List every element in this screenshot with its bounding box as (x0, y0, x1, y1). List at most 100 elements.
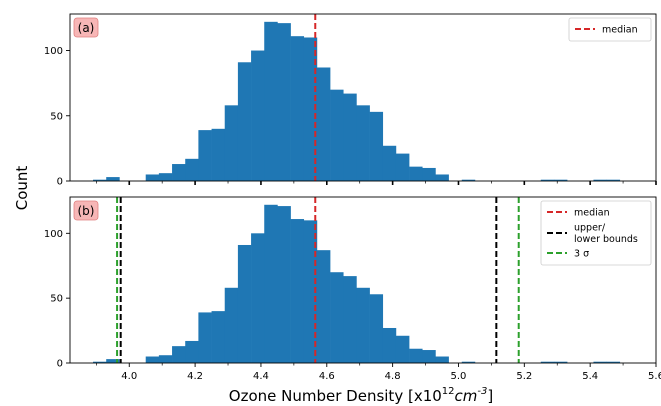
y-tick-label: 50 (50, 294, 63, 305)
histogram-bar (382, 145, 397, 181)
histogram-bar (145, 356, 160, 363)
histogram-bar (540, 179, 555, 181)
histogram-bar (145, 174, 160, 181)
histogram-bar (316, 250, 331, 363)
histogram-bar (158, 355, 173, 363)
x-axis-label-close: ] (487, 387, 493, 405)
histogram-bar (93, 361, 107, 363)
x-tick-label: 4.0 (121, 371, 137, 382)
histogram-bar (606, 179, 621, 181)
histogram-bar (158, 173, 173, 181)
panel-label-text: (a) (78, 21, 95, 35)
histogram-bar (185, 158, 199, 181)
histogram-bar (277, 206, 291, 363)
histogram-bar (237, 244, 252, 363)
panel-label-box (73, 17, 99, 38)
histogram-bar (211, 128, 226, 181)
histogram-bar (422, 167, 436, 181)
x-axis-label-text: Ozone Number Density [x10 (229, 387, 442, 405)
y-tick-label: 50 (50, 111, 63, 122)
histogram-bar (198, 312, 212, 363)
histogram-bar (356, 105, 370, 181)
histogram-bars (93, 204, 621, 363)
histogram-bar (237, 62, 252, 181)
y-axis-label: Count (13, 166, 31, 211)
histogram-bar (356, 287, 370, 363)
legend-box (568, 17, 652, 42)
x-tick-label: 4.4 (253, 371, 269, 382)
histogram-bar (553, 361, 568, 363)
panel-label: (b) (73, 200, 99, 221)
histogram-bar (461, 179, 476, 181)
histogram-bar (290, 36, 305, 181)
histogram-bar (264, 204, 278, 363)
histogram-bar (251, 50, 265, 181)
histogram-bar (106, 177, 120, 181)
histogram-bar (395, 153, 410, 181)
histogram-bar (224, 105, 239, 181)
panel-b: 0 50 100 4.0 4.2 4.4 4.6 4.8 5.0 5.2 5.4 5.6 (b) medi… (44, 196, 661, 382)
histogram-bar (106, 359, 120, 363)
x-tick-label: 5.0 (451, 371, 467, 382)
histogram-bar (172, 346, 186, 363)
histogram-bar (185, 340, 199, 363)
histogram-bar (395, 335, 410, 363)
panels: 0 50 100 (a) median 0 50 100 4.0 4.2 4.4 4.6 4.8 5.0 5… (44, 13, 661, 382)
histogram-bar (435, 356, 449, 363)
x-axis-label: Ozone Number Density [x1012cm-3] (229, 386, 493, 405)
histogram-bar (369, 111, 384, 181)
x-tick-label: 5.6 (648, 371, 661, 382)
legend-label: median (602, 25, 638, 36)
legend-label-line2: lower bounds (574, 234, 638, 245)
y-tick-label: 0 (57, 177, 63, 188)
histogram-bar (409, 348, 423, 363)
x-tick-label: 5.2 (516, 371, 532, 382)
axes-frame (69, 13, 657, 182)
histogram-bar (198, 130, 212, 181)
y-tick-label: 100 (44, 229, 63, 240)
x-tick-label: 4.6 (319, 371, 335, 382)
legend-label: upper/ (574, 223, 606, 234)
y-tick-label: 100 (44, 46, 63, 57)
histogram-bar (172, 164, 186, 181)
histogram-bar (343, 276, 357, 363)
histogram-bar (264, 21, 278, 181)
histogram-bar (251, 233, 265, 363)
histogram-bar (422, 350, 436, 363)
panel-label-text: (b) (78, 204, 95, 218)
y-tick-label: 0 (57, 359, 63, 370)
panel-label: (a) (73, 17, 99, 38)
axes-frame (69, 196, 657, 364)
histogram-bar (303, 220, 318, 363)
x-axis-label-exponent: 12 (442, 386, 455, 397)
histogram-bar (93, 179, 107, 181)
histogram-bar (606, 361, 621, 363)
histogram-bars (93, 21, 621, 181)
x-tick-label: 4.8 (385, 371, 401, 382)
histogram-bar (435, 174, 449, 181)
x-axis-label-unit: cm (455, 387, 478, 405)
histogram-bar (409, 166, 423, 181)
histogram-bar (461, 361, 476, 363)
histogram-bar (303, 37, 318, 181)
panel-a: 0 50 100 (a) median (44, 13, 657, 188)
histogram-bar (540, 361, 555, 363)
legend-box (540, 200, 652, 266)
panel-label-box (73, 200, 99, 221)
legend-label: median (574, 208, 610, 219)
histogram-bar (211, 311, 226, 363)
x-tick-label: 4.2 (187, 371, 203, 382)
histogram-bar (369, 294, 384, 363)
x-axis-label-unit-exponent: -3 (477, 386, 487, 397)
histogram-bar (343, 93, 357, 181)
histogram-bar (224, 287, 239, 363)
histogram-bar (277, 23, 291, 181)
histogram-bar (593, 361, 607, 363)
histogram-bar (330, 89, 344, 181)
x-tick-label: 5.4 (582, 371, 598, 382)
histogram-bar (316, 67, 331, 181)
legend-label: 3 σ (574, 249, 589, 260)
histogram-bar (382, 327, 397, 363)
legend: median (568, 17, 652, 42)
